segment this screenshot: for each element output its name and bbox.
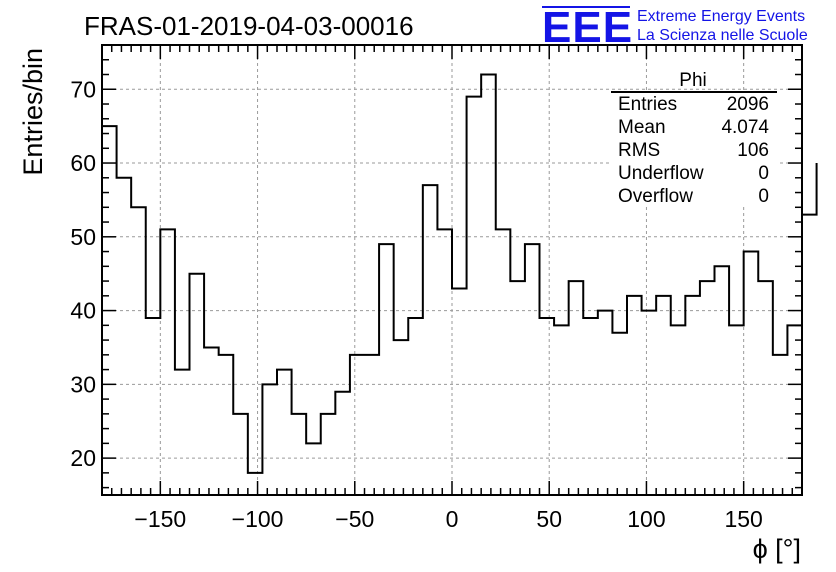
stats-label-mean: Mean [618,117,666,138]
x-tick-label: 50 [536,506,562,532]
y-tick-label: 40 [70,298,96,324]
y-tick-label: 70 [70,76,96,102]
stats-box: Phi Entries 2096 Mean 4.074 RMS 106 Unde… [610,70,778,207]
y-tick-label: 20 [70,445,96,471]
stats-value-underflow: 0 [758,163,769,184]
y-tick-label: 50 [70,224,96,250]
y-axis-ticks: 20 30 40 50 60 70 [70,59,802,489]
y-tick-label: 60 [70,150,96,176]
y-tick-label: 30 [70,371,96,397]
stats-label-rms: RMS [618,140,660,161]
stats-label-underflow: Underflow [618,163,704,184]
y-axis-label: Entries/bin [18,48,48,176]
histogram-line [102,73,818,474]
x-tick-label: −100 [232,506,284,532]
stats-value-overflow: 0 [758,186,769,207]
logo-line2: La Scienza nelle Scuole [637,27,808,44]
x-axis-label: ϕ [°] [753,534,801,564]
eee-logo: EEE [542,3,633,52]
chart-title: FRAS-01-2019-04-03-00016 [84,11,414,41]
stats-value-entries: 2096 [727,94,769,115]
stats-label-entries: Entries [618,94,677,115]
stats-label-overflow: Overflow [618,186,693,207]
x-tick-label: −150 [134,506,186,532]
x-tick-label: −50 [335,506,374,532]
stats-title: Phi [679,70,706,91]
stats-value-rms: 106 [737,140,769,161]
x-tick-label: 100 [627,506,665,532]
logo-line1: Extreme Energy Events [637,8,805,25]
svg-text:EEE: EEE [542,3,633,52]
stats-value-mean: 4.074 [721,117,769,138]
x-axis-ticks: −150 −100 −50 0 50 100 150 [110,45,794,532]
x-tick-label: 0 [446,506,459,532]
x-tick-label: 150 [724,506,762,532]
